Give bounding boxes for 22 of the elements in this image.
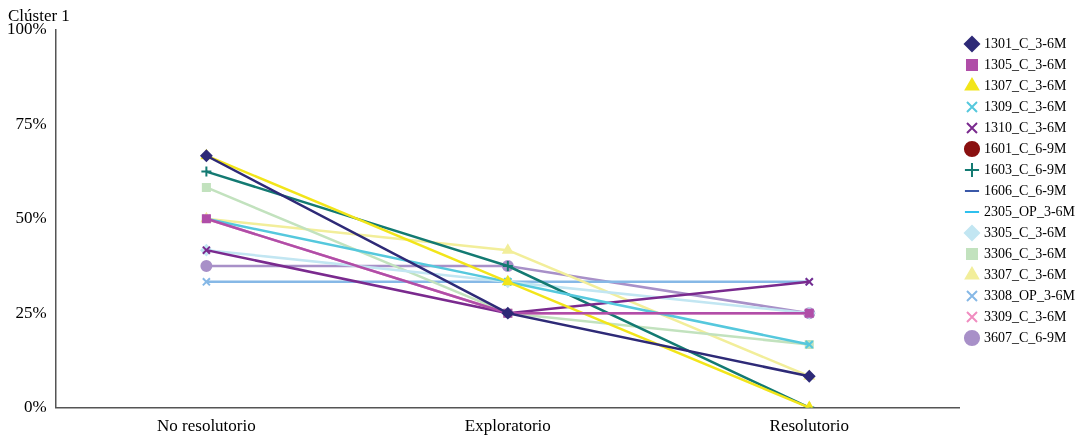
y-tick-label: 25% — [15, 302, 47, 322]
legend-label: 1603_C_6-9M — [983, 161, 1067, 177]
legend-label: 3308_OP_3-6M — [983, 287, 1076, 303]
legend-label: 1310_C_3-6M — [983, 119, 1067, 135]
legend-label: 1305_C_3-6M — [983, 56, 1067, 72]
y-tick-label: 75% — [15, 113, 47, 133]
legend-label: 2305_OP_3-6M — [983, 203, 1076, 219]
legend-label: 1307_C_3-6M — [983, 77, 1067, 93]
x-tick-label: No resolutorio — [157, 416, 256, 436]
x-tick-label: Exploratorio — [464, 416, 551, 436]
legend-label: 1601_C_6-9M — [983, 140, 1067, 156]
legend-label: 3309_C_3-6M — [983, 308, 1067, 324]
legend-label: 3305_C_3-6M — [983, 224, 1067, 240]
legend-label: 3306_C_3-6M — [983, 245, 1067, 261]
y-tick-label: 50% — [15, 208, 47, 228]
y-tick-label: 0% — [23, 397, 47, 417]
legend-label: 1301_C_3-6M — [983, 35, 1067, 51]
x-tick-label: Resolutorio — [769, 416, 849, 436]
legend-label: 1606_C_6-9M — [983, 182, 1067, 198]
legend-label: 3607_C_6-9M — [983, 329, 1067, 345]
legend-label: 1309_C_3-6M — [983, 98, 1067, 114]
legend-label: 3307_C_3-6M — [983, 266, 1067, 282]
